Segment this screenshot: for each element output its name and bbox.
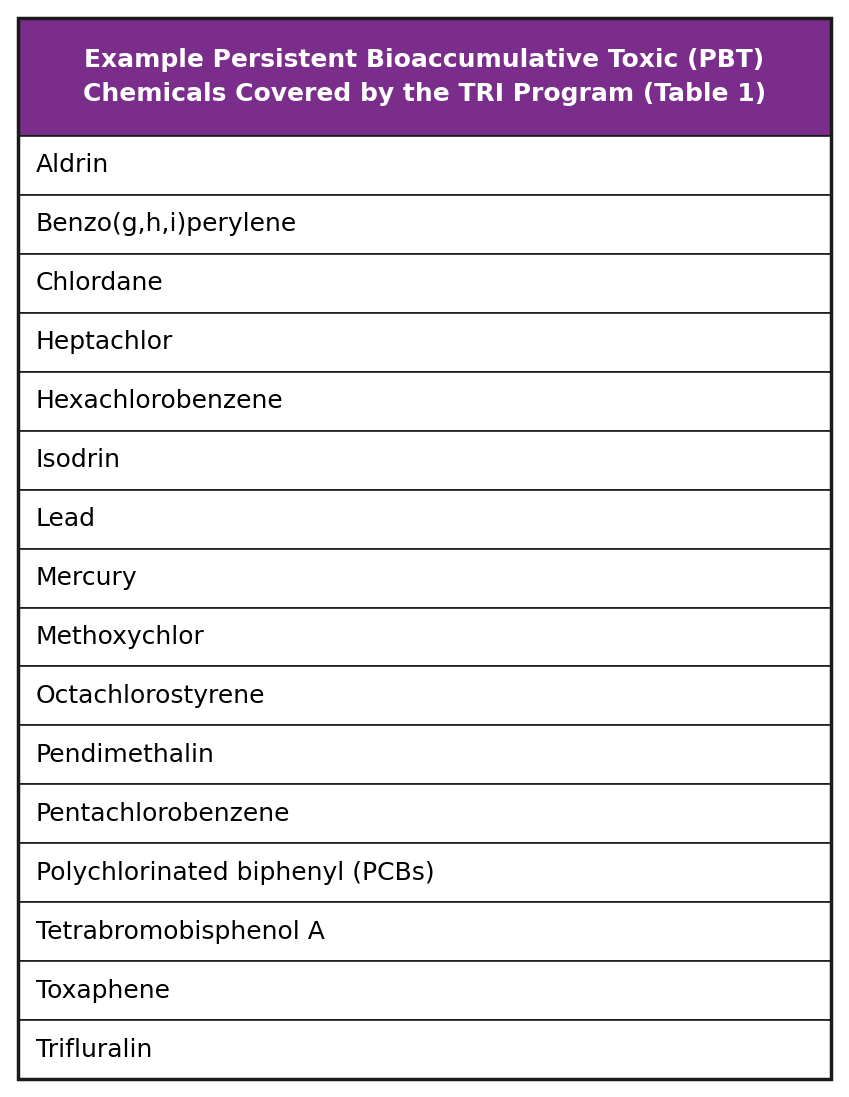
- Text: Chemicals Covered by the TRI Program (Table 1): Chemicals Covered by the TRI Program (Ta…: [83, 81, 766, 105]
- Bar: [18, 844, 831, 902]
- Text: Chlordane: Chlordane: [36, 271, 164, 295]
- Bar: [18, 1020, 831, 1079]
- Text: Aldrin: Aldrin: [36, 154, 110, 178]
- Text: Methoxychlor: Methoxychlor: [36, 625, 205, 649]
- Text: Mercury: Mercury: [36, 566, 138, 590]
- Bar: [18, 489, 831, 548]
- Text: Toxaphene: Toxaphene: [36, 979, 170, 1003]
- Text: Polychlorinated biphenyl (PCBs): Polychlorinated biphenyl (PCBs): [36, 861, 435, 884]
- Text: Tetrabromobisphenol A: Tetrabromobisphenol A: [36, 919, 325, 943]
- Bar: [18, 18, 831, 136]
- Bar: [18, 372, 831, 431]
- Text: Example Persistent Bioaccumulative Toxic (PBT): Example Persistent Bioaccumulative Toxic…: [84, 48, 765, 72]
- Bar: [18, 431, 831, 489]
- Text: Benzo(g,h,i)perylene: Benzo(g,h,i)perylene: [36, 213, 297, 237]
- Bar: [18, 136, 831, 195]
- Bar: [18, 548, 831, 608]
- Bar: [18, 725, 831, 784]
- Bar: [18, 961, 831, 1020]
- Text: Octachlorostyrene: Octachlorostyrene: [36, 683, 266, 708]
- Text: Heptachlor: Heptachlor: [36, 330, 173, 354]
- Text: Hexachlorobenzene: Hexachlorobenzene: [36, 389, 284, 414]
- Text: Isodrin: Isodrin: [36, 449, 121, 472]
- Text: Pendimethalin: Pendimethalin: [36, 743, 215, 767]
- Bar: [18, 253, 831, 313]
- Text: Pentachlorobenzene: Pentachlorobenzene: [36, 802, 290, 826]
- Bar: [18, 195, 831, 253]
- Text: Lead: Lead: [36, 507, 96, 531]
- Bar: [18, 313, 831, 372]
- Bar: [18, 608, 831, 667]
- Bar: [18, 784, 831, 844]
- Bar: [18, 902, 831, 961]
- Text: Trifluralin: Trifluralin: [36, 1038, 152, 1062]
- Bar: [18, 667, 831, 725]
